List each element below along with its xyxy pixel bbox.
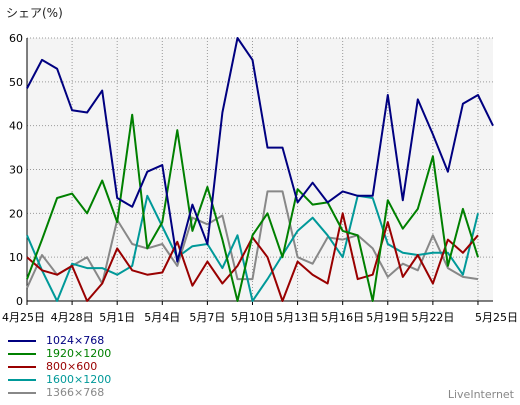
y-tick-label: 30 (9, 164, 23, 177)
x-tick-label: 5月1日 (99, 311, 135, 324)
legend-item: 800×600 (8, 360, 111, 373)
legend-item: 1920×1200 (8, 347, 111, 360)
x-tick-label: 5月13日 (276, 311, 319, 324)
legend-item: 1366×768 (8, 386, 111, 399)
legend-item: 1024×768 (8, 334, 111, 347)
legend-swatch (8, 378, 36, 381)
legend-swatch (8, 352, 36, 355)
x-tick-label: 5月4日 (144, 311, 180, 324)
x-tick-label: 5月16日 (321, 311, 364, 324)
legend-item: 1600×1200 (8, 373, 111, 386)
x-tick-label: 5月22日 (411, 311, 454, 324)
y-tick-label: 10 (9, 251, 23, 264)
x-tick-label: 5月10日 (231, 311, 274, 324)
y-tick-label: 0 (16, 295, 23, 308)
y-axis-label: シェア(%) (6, 6, 63, 20)
legend-label: 1366×768 (46, 386, 105, 399)
y-tick-label: 20 (9, 207, 23, 220)
series-line-1 (26, 37, 494, 263)
legend-swatch (8, 339, 36, 342)
y-tick-label: 60 (9, 32, 23, 45)
x-tick-label: 4月25日 (2, 311, 45, 324)
x-tick-label: 5月19日 (366, 311, 409, 324)
legend-label: 800×600 (46, 360, 98, 373)
x-tick-label: 5月7日 (189, 311, 225, 324)
legend-swatch (8, 391, 36, 394)
y-tick-label: 40 (9, 120, 23, 133)
series-line-2 (26, 113, 479, 302)
y-tick-label: 50 (9, 76, 23, 89)
legend-label: 1600×1200 (46, 373, 112, 386)
x-tick-label: 5月25日 (475, 311, 518, 324)
legend-swatch (8, 365, 36, 368)
legend-label: 1024×768 (46, 334, 105, 347)
legend-label: 1920×1200 (46, 347, 112, 360)
x-tick-label: 4月28日 (51, 311, 94, 324)
series-line-4 (26, 194, 479, 302)
watermark: LiveInternet (447, 388, 514, 401)
legend: 1024×768 1920×1200 800×600 1600×1200 1366×76… (8, 334, 111, 399)
